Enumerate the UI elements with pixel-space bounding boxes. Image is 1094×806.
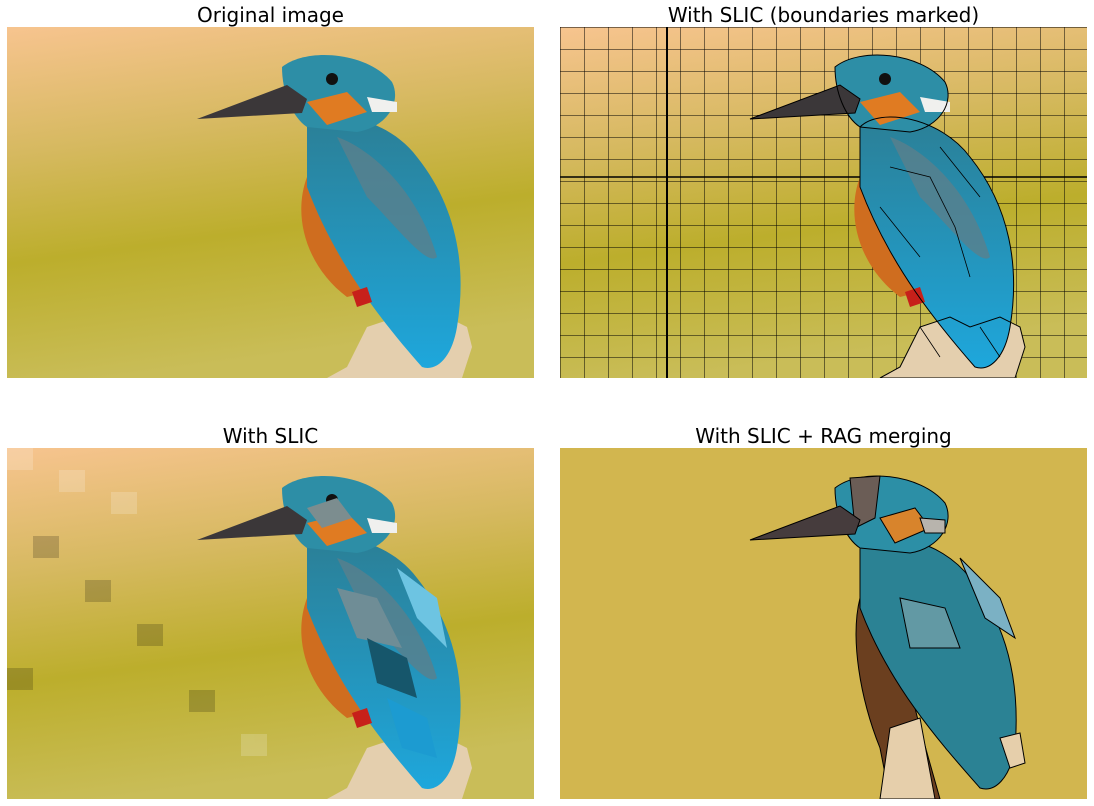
- image-original: [7, 27, 534, 378]
- panel-title-slic: With SLIC: [222, 424, 319, 448]
- image-slic-boundaries: [560, 27, 1087, 378]
- panel-title-slic-boundaries: With SLIC (boundaries marked): [667, 3, 980, 27]
- image-slic-rag: [560, 448, 1087, 799]
- panel-title-slic-rag: With SLIC + RAG merging: [695, 424, 952, 448]
- image-slic: [7, 448, 534, 799]
- panel-title-original: Original image: [197, 3, 344, 27]
